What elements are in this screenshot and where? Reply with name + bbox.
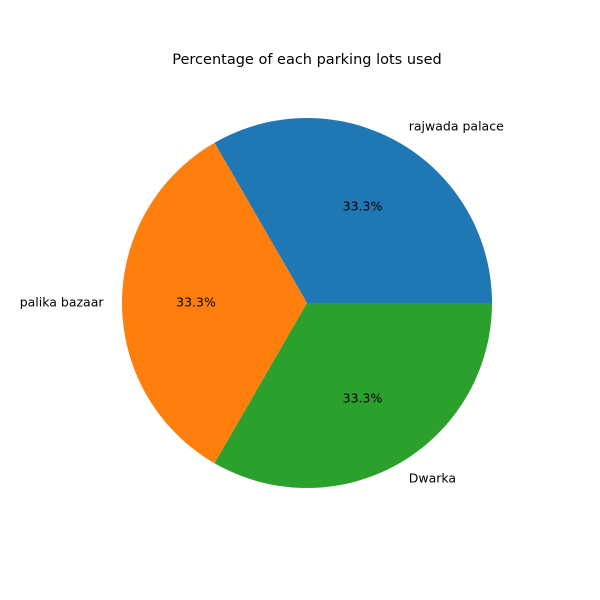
pie-slice-dwarka — [214, 303, 492, 488]
pie-label-palika-bazaar: palika bazaar — [20, 295, 105, 310]
pie-percent-palika-bazaar: 33.3% — [176, 295, 216, 310]
pie-label-dwarka: Dwarka — [409, 471, 456, 486]
pie-percent-dwarka: 33.3% — [343, 391, 383, 406]
pie-slice-rajwada-palace — [214, 118, 492, 304]
pie-labels: rajwada palace 33.3% palika bazaar 33.3% Dwa… — [20, 118, 504, 485]
pie-slices — [122, 118, 492, 488]
pie-label-rajwada-palace: rajwada palace — [409, 118, 504, 133]
pie-slice-palika-bazaar — [122, 142, 307, 464]
chart-title: Percentage of each parking lots used — [172, 52, 441, 68]
pie-percent-rajwada-palace: 33.3% — [343, 198, 383, 213]
